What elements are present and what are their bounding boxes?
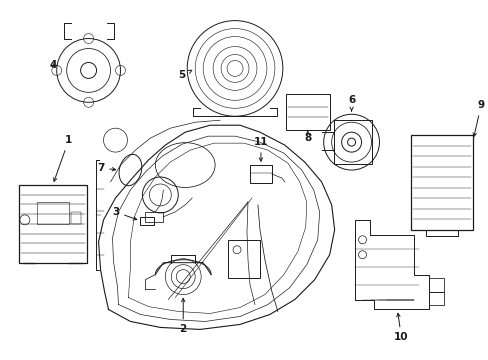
Bar [140, 217, 154, 225]
Bar [249, 165, 271, 183]
Text: 5: 5 [178, 70, 191, 80]
Text: 4: 4 [49, 60, 56, 71]
Text: 6: 6 [347, 95, 354, 111]
Bar [410, 135, 472, 230]
Text: 10: 10 [393, 313, 408, 342]
Text: 2: 2 [179, 298, 186, 334]
Bar [19, 185, 86, 263]
Bar [333, 120, 371, 164]
Bar [227, 240, 260, 278]
Text: 11: 11 [253, 137, 267, 161]
Text: 8: 8 [304, 130, 311, 143]
Text: 1: 1 [54, 135, 72, 181]
Bar [71, 212, 81, 224]
Text: 9: 9 [472, 100, 484, 136]
Bar [37, 202, 68, 224]
Bar [285, 94, 329, 130]
Bar [145, 212, 163, 222]
Text: 7: 7 [97, 163, 115, 173]
Text: 3: 3 [112, 207, 137, 220]
